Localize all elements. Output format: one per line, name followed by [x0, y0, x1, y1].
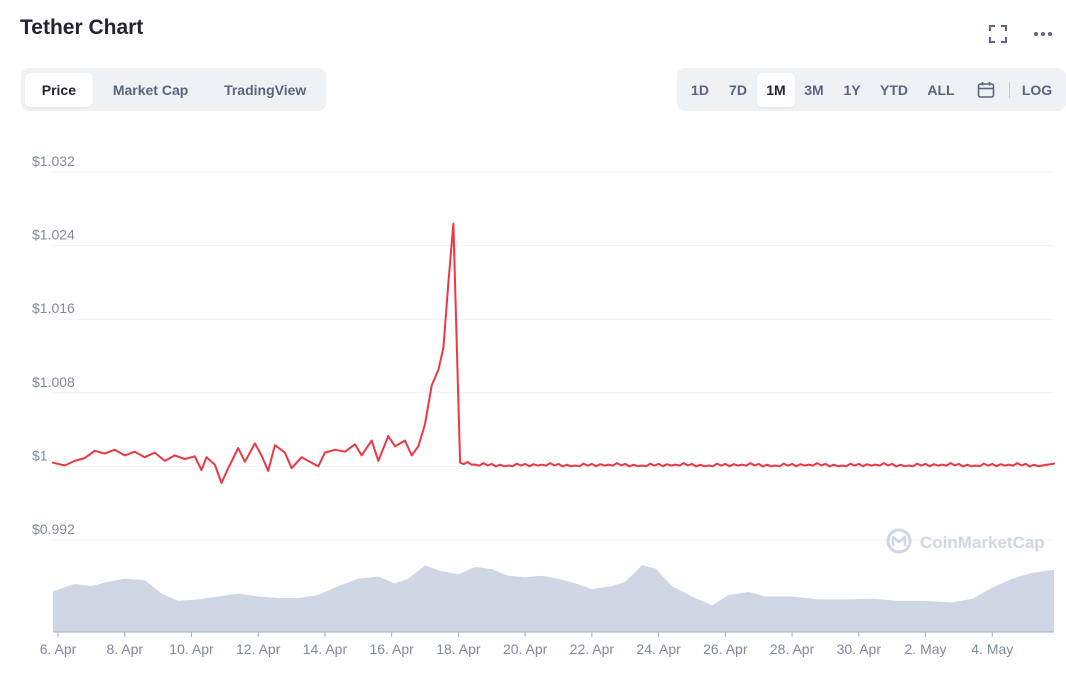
divider — [1009, 81, 1010, 98]
x-tick-label: 16. Apr — [369, 641, 414, 657]
y-tick-label: $1.024 — [32, 227, 75, 243]
chart-title: Tether Chart — [20, 16, 144, 39]
y-tick-label: $1.016 — [32, 300, 75, 316]
x-tick-label: 28. Apr — [770, 641, 815, 657]
y-tick-label: $0.992 — [32, 521, 75, 537]
x-tick-label: 4. May — [971, 641, 1013, 657]
range-3m-button[interactable]: 3M — [795, 73, 833, 107]
x-tick-label: 10. Apr — [169, 641, 214, 657]
tab-price[interactable]: Price — [25, 72, 93, 107]
fullscreen-icon[interactable] — [986, 22, 1010, 46]
tab-tradingview[interactable]: TradingView — [208, 73, 322, 107]
x-tick-label: 18. Apr — [436, 641, 481, 657]
coinmarketcap-watermark: CoinMarketCap — [886, 528, 1045, 554]
tab-market-cap[interactable]: Market Cap — [93, 73, 209, 107]
log-scale-button[interactable]: LOG — [1016, 73, 1058, 107]
x-tick-label: 26. Apr — [703, 641, 748, 657]
x-tick-label: 30. Apr — [837, 641, 882, 657]
x-tick-label: 22. Apr — [570, 641, 615, 657]
x-tick-label: 24. Apr — [636, 641, 681, 657]
y-tick-label: $1 — [32, 447, 48, 463]
x-tick-label: 14. Apr — [303, 641, 348, 657]
calendar-icon — [977, 81, 995, 98]
range-ytd-button[interactable]: YTD — [871, 73, 917, 107]
x-tick-label: 12. Apr — [236, 641, 281, 657]
range-1m-button[interactable]: 1M — [757, 72, 795, 107]
x-tick-label: 20. Apr — [503, 641, 548, 657]
range-all-button[interactable]: ALL — [917, 73, 965, 107]
range-7d-button[interactable]: 7D — [719, 73, 757, 107]
y-tick-label: $1.008 — [32, 374, 75, 390]
range-1d-button[interactable]: 1D — [681, 73, 719, 107]
x-tick-label: 6. Apr — [40, 641, 77, 657]
price-line — [52, 222, 1055, 484]
x-tick-label: 8. Apr — [106, 641, 143, 657]
chart-type-tabs: Price Market Cap TradingView — [21, 68, 326, 111]
watermark-text: CoinMarketCap — [920, 533, 1045, 552]
range-1y-button[interactable]: 1Y — [833, 73, 871, 107]
x-tick-label: 2. May — [905, 641, 947, 657]
calendar-button[interactable] — [965, 73, 1007, 107]
volume-area — [53, 565, 1054, 632]
time-range-selector: 1D 7D 1M 3M 1Y YTD ALL LOG — [677, 68, 1066, 111]
y-tick-label: $1.032 — [32, 153, 75, 169]
more-icon[interactable] — [1031, 22, 1055, 46]
